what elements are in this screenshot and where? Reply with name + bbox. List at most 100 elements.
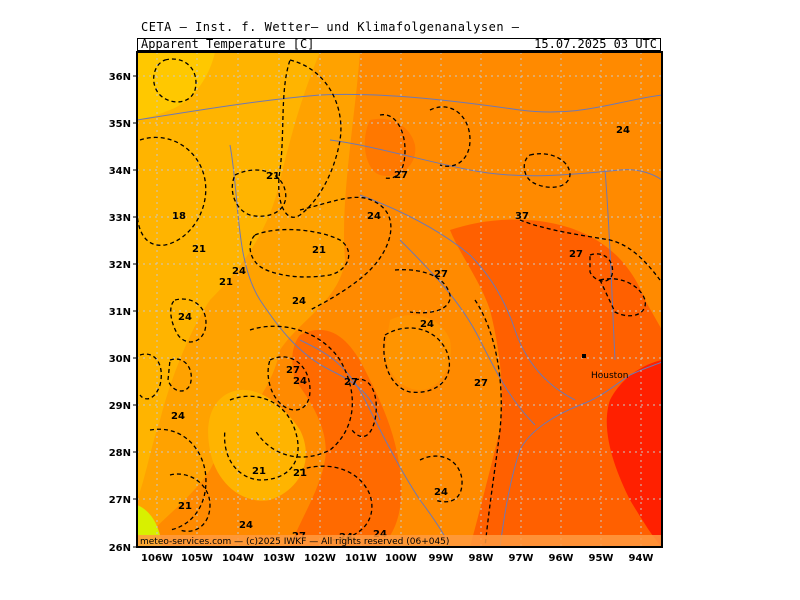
isotherm [153, 58, 197, 103]
river-lines [137, 93, 662, 547]
contour-label: 24 [171, 411, 185, 422]
map-header-bar: Apparent_Temperature [C] 15.07.2025 03 U… [137, 37, 661, 51]
river-brazos [359, 194, 576, 401]
lat-label: 35N [109, 119, 131, 130]
isotherm [474, 299, 502, 547]
lon-label: 94W [629, 553, 654, 564]
isotherm [267, 356, 311, 411]
contour-label: 24 [367, 211, 381, 222]
footer-strip [137, 535, 662, 547]
houston-marker: Houston [582, 354, 628, 381]
contour-label: 24 [420, 319, 434, 330]
lon-label: 102W [304, 553, 336, 564]
isotherm [137, 136, 207, 246]
isotherm [599, 278, 646, 317]
river-rio-grande [299, 339, 451, 547]
datetime-label: 15.07.2025 03 UTC [534, 37, 657, 51]
isotherm [278, 59, 342, 218]
contour-label: 27 [434, 269, 448, 280]
lat-label: 28N [109, 448, 131, 459]
lat-tick-labels: 36N 35N 34N 33N 32N 31N 30N 29N 28N 27N … [109, 72, 131, 554]
contour-label: 24 [434, 487, 448, 498]
contour-labels: 21 18 21 24 21 24 24 27 24 24 21 21 21 2… [171, 125, 630, 543]
contour-label: 21 [252, 466, 266, 477]
field-west-cool [137, 52, 320, 500]
city-label: Houston [591, 371, 628, 381]
field-mid-cool [208, 389, 306, 501]
lon-label: 98W [469, 553, 494, 564]
lat-label: 26N [109, 543, 131, 554]
contour-label: 27 [344, 377, 358, 388]
coastline [499, 361, 662, 547]
field-cold-nw [137, 52, 215, 120]
contour-label: 27 [394, 170, 408, 181]
lon-label: 100W [385, 553, 417, 564]
contour-label: 24 [292, 296, 306, 307]
copyright-footer: meteo-services.com — (c)2025 IWKF — All … [140, 537, 449, 547]
isotherm [589, 253, 614, 282]
isotherm [419, 455, 463, 503]
lat-label: 31N [109, 307, 131, 318]
lon-label: 97W [509, 553, 534, 564]
isotherm [149, 428, 207, 531]
river-colorado [399, 239, 536, 426]
lon-tick-labels: 106W 105W 104W 103W 102W 101W 100W 99W 9… [141, 553, 653, 564]
lat-label: 33N [109, 213, 131, 224]
river-red [329, 139, 662, 181]
lon-label: 104W [222, 553, 254, 564]
isotherm [383, 327, 451, 393]
contour-label: 21 [312, 245, 326, 256]
contour-label: 21 [219, 277, 233, 288]
contour-label: 27 [569, 249, 583, 260]
isotherm [299, 196, 392, 311]
city-dot [582, 354, 586, 358]
lon-label: 99W [429, 553, 454, 564]
map-title: CETA — Inst. f. Wetter— und Klimafolgena… [141, 20, 520, 34]
lat-label: 27N [109, 495, 131, 506]
contour-label: 24 [616, 125, 630, 136]
contour-label: 24 [239, 520, 253, 531]
isotherm [223, 395, 299, 481]
isotherm [351, 378, 377, 438]
variable-label: Apparent_Temperature [C] [141, 37, 315, 51]
lon-label: 103W [263, 553, 295, 564]
isotherm [249, 325, 353, 458]
lat-ticks [133, 75, 137, 548]
lon-label: 96W [549, 553, 574, 564]
graticule-lines [137, 52, 662, 547]
isotherm [379, 114, 406, 179]
isotherm [169, 473, 211, 532]
lat-label: 32N [109, 260, 131, 271]
lat-label: 30N [109, 354, 131, 365]
lon-label: 95W [589, 553, 614, 564]
lat-label: 34N [109, 166, 131, 177]
contour-label: 21 [178, 501, 192, 512]
contour-label: 24 [232, 266, 246, 277]
lat-label: 36N [109, 72, 131, 83]
isotherm [167, 358, 192, 392]
state-border-east [604, 169, 616, 361]
isotherm [170, 298, 207, 343]
contour-label: 24 [373, 529, 387, 540]
lon-label: 105W [181, 553, 213, 564]
field-hottest-se [606, 360, 662, 547]
isotherm [523, 153, 571, 188]
isotherm [519, 219, 661, 281]
contour-label: 24 [178, 312, 192, 323]
lat-label: 29N [109, 401, 131, 412]
contour-label: 21 [293, 468, 307, 479]
contour-label: 21 [266, 171, 280, 182]
contour-label: 18 [172, 211, 186, 222]
field-hot-central [290, 329, 402, 547]
contour-label: 37 [515, 211, 529, 222]
isotherm [429, 106, 471, 167]
isotherm [249, 228, 350, 278]
lon-label: 101W [345, 553, 377, 564]
contour-label: 27 [286, 365, 300, 376]
contour-label: 27 [474, 378, 488, 389]
river-north [137, 93, 662, 121]
isotherm [394, 269, 451, 314]
map-frame [136, 51, 663, 548]
isotherm [139, 353, 162, 400]
